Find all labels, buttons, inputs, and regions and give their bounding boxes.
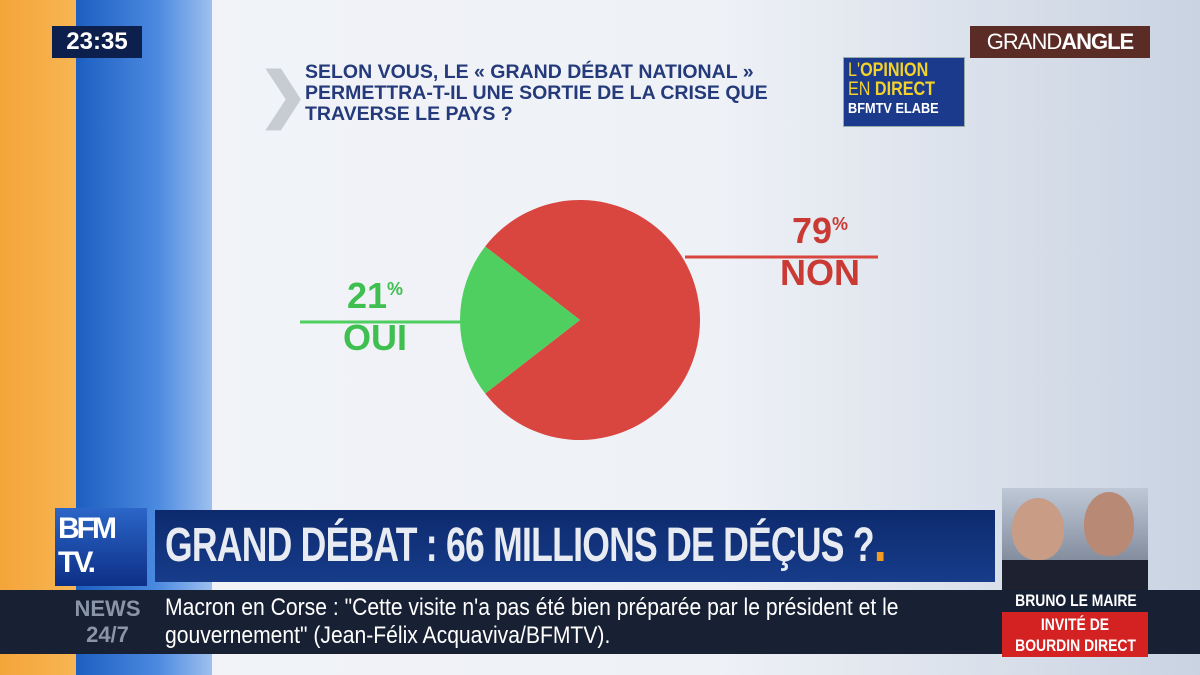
non-text: NON: [780, 252, 860, 293]
oui-text: OUI: [342, 317, 407, 358]
badge-text: OPINION: [860, 60, 929, 81]
ticker-text: Macron en Corse : "Cette visite n'a pas …: [165, 594, 899, 649]
chevron-right-icon: ❯: [258, 61, 309, 128]
pie-slice-non: [485, 200, 701, 441]
bfmtv-logo: BFM TV.: [55, 508, 147, 586]
news-text: 24/7: [86, 622, 129, 647]
news-text: NEWS: [74, 596, 141, 621]
ticker-text-box: Macron en Corse : "Cette visite n'a pas …: [165, 594, 995, 652]
opinion-badge: L'OPINION EN DIRECT BFMTV ELABE: [843, 57, 965, 127]
guest-name: BRUNO LE MAIRE: [1015, 591, 1137, 610]
percent-sign: %: [387, 279, 404, 299]
program-logo-part1: GRAND: [986, 29, 1062, 54]
guest-photo: [1002, 488, 1148, 590]
headline-banner: GRAND DÉBAT : 66 MILLIONS DE DÉÇUS ?: [155, 510, 995, 582]
ticker-bar: [0, 590, 1200, 654]
badge-text: EN: [848, 79, 875, 100]
clock: 23:35: [52, 26, 142, 58]
pie-slice-oui: [460, 246, 580, 394]
guest-show-banner: INVITÉ DE BOURDIN DIRECT: [1002, 612, 1148, 657]
news-247-label: NEWS 24/7: [70, 596, 145, 648]
orange-dot: [876, 552, 884, 561]
badge-source: BFMTV ELABE: [848, 100, 939, 117]
oui-percent: 21: [346, 275, 388, 316]
badge-text: DIRECT: [874, 79, 936, 100]
poll-question: Selon vous, le « Grand débat national » …: [305, 61, 768, 125]
program-logo: GRANDANGLE: [970, 26, 1150, 58]
program-logo-part2: ANGLE: [1061, 29, 1134, 54]
non-percent: 79: [791, 210, 833, 251]
headline: GRAND DÉBAT : 66 MILLIONS DE DÉÇUS ?: [165, 519, 875, 572]
percent-sign: %: [832, 214, 849, 234]
badge-text: L': [848, 60, 861, 81]
oui-label: 21% OUI: [320, 275, 430, 359]
guest-show-text: INVITÉ DE: [1040, 615, 1110, 634]
guest-show-text: BOURDIN DIRECT: [1015, 636, 1136, 655]
non-label: 79% NON: [765, 210, 875, 294]
guest-name-banner: BRUNO LE MAIRE: [1002, 590, 1148, 612]
